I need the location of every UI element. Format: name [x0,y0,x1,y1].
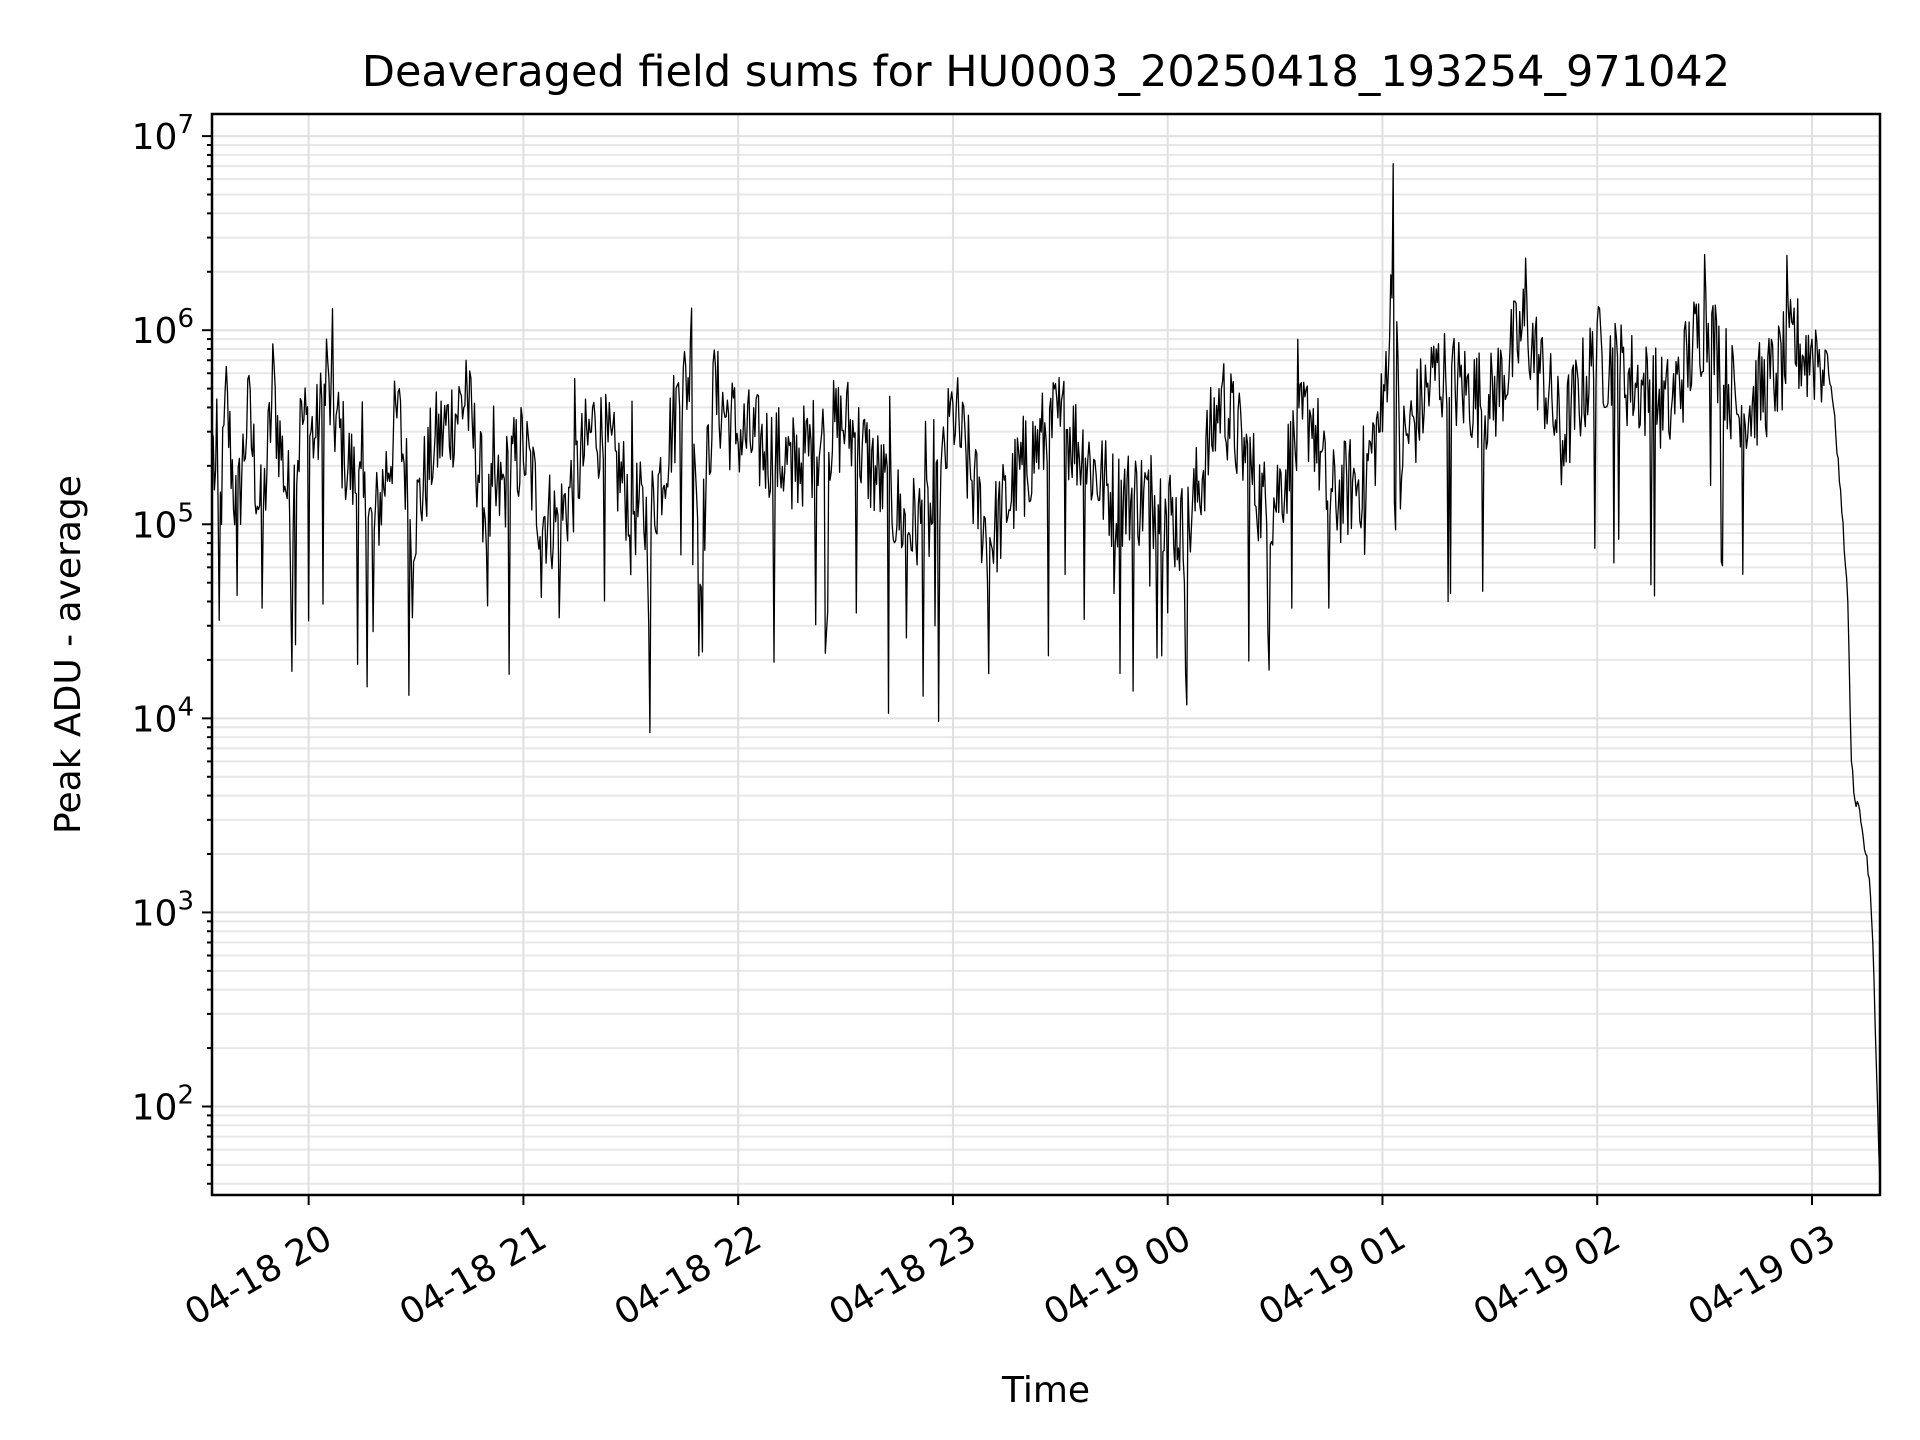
y-tick-label: 103 [132,886,194,934]
y-axis-label: Peak ADU - average [48,475,89,834]
y-tick-label: 102 [132,1081,194,1129]
series-line [211,163,1881,1184]
plot-frame [210,112,1882,1197]
series-layer [211,163,1881,1184]
y-tick-label: 105 [132,498,194,546]
x-axis-label: Time [1001,1370,1090,1411]
grid [212,114,1880,1195]
chart-title: Deaveraged field sums for HU0003_2025041… [362,47,1730,97]
y-tick-label: 104 [132,692,194,740]
y-tick-label: 107 [132,110,194,158]
y-tick-label: 106 [132,304,194,352]
